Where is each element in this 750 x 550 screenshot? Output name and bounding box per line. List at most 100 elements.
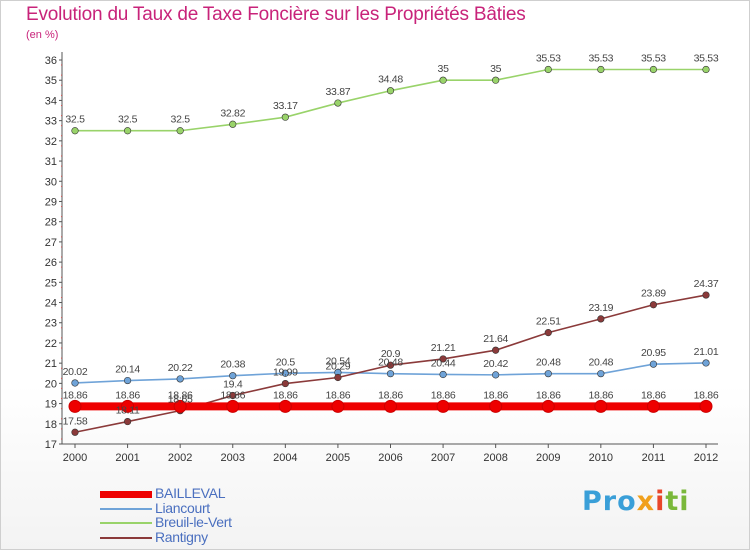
data-point bbox=[278, 399, 292, 413]
y-tick-label: 35 bbox=[45, 75, 57, 87]
data-point bbox=[492, 76, 500, 84]
data-label: 18.86 bbox=[326, 389, 351, 401]
data-label: 19.99 bbox=[273, 367, 298, 379]
data-label: 18.86 bbox=[168, 389, 193, 401]
data-label: 20.22 bbox=[168, 362, 193, 374]
data-label: 34.48 bbox=[378, 74, 403, 86]
chart-title: Evolution du Taux de Taxe Foncière sur l… bbox=[26, 4, 526, 25]
data-point bbox=[229, 391, 237, 400]
axes: 17 18 19 20 21 22 23 24 25 26 27 28 29 30 31 32 33 34 35 36… bbox=[45, 52, 718, 464]
data-point bbox=[121, 399, 135, 413]
y-tick-label: 21 bbox=[45, 358, 57, 370]
legend-label: Breuil-le-Vert bbox=[155, 514, 232, 530]
data-point bbox=[702, 359, 710, 367]
data-point bbox=[229, 120, 237, 128]
data-label: 18.86 bbox=[483, 389, 508, 401]
data-point bbox=[71, 379, 79, 387]
data-label: 21.01 bbox=[694, 346, 719, 358]
x-tick-label: 2010 bbox=[589, 452, 613, 464]
data-label: 18.86 bbox=[63, 389, 88, 401]
data-label: 20.44 bbox=[431, 357, 456, 369]
y-tick-label: 18 bbox=[45, 419, 57, 431]
data-label: 18.65 bbox=[168, 394, 193, 406]
data-point bbox=[226, 399, 240, 413]
y-tick-label: 27 bbox=[45, 237, 57, 249]
y-tick-label: 31 bbox=[45, 156, 57, 168]
data-point bbox=[386, 361, 395, 369]
data-point bbox=[386, 87, 395, 95]
data-point bbox=[594, 399, 608, 413]
y-tick-label: 28 bbox=[45, 217, 57, 229]
x-tick-label: 2008 bbox=[483, 452, 507, 464]
data-label: 18.86 bbox=[536, 389, 561, 401]
data-point bbox=[649, 360, 658, 368]
x-tick-label: 2000 bbox=[63, 452, 87, 464]
y-tick-label: 17 bbox=[45, 439, 57, 451]
x-tick-label: 2005 bbox=[326, 452, 350, 464]
data-label: 35 bbox=[490, 63, 502, 75]
data-label: 23.19 bbox=[588, 302, 613, 314]
x-tick-label: 2011 bbox=[642, 452, 666, 464]
data-point bbox=[331, 399, 345, 413]
data-point bbox=[386, 370, 395, 378]
data-label: 18.86 bbox=[220, 389, 245, 401]
data-label: 18.86 bbox=[588, 389, 613, 401]
logo-part-3: i bbox=[655, 486, 666, 517]
data-label: 32.5 bbox=[118, 114, 138, 126]
series-bailleval bbox=[68, 399, 713, 413]
data-point bbox=[492, 371, 500, 379]
labels-liancourt: 20.02 20.14 20.22 20.38 20.5 20.54 20.48 20.44 2… bbox=[63, 346, 720, 378]
x-tick-label: 2004 bbox=[273, 452, 297, 464]
data-label: 20.5 bbox=[276, 356, 296, 368]
x-tick-label: 2002 bbox=[168, 452, 192, 464]
x-tick-label: 2007 bbox=[431, 452, 455, 464]
y-tick-label: 36 bbox=[45, 55, 57, 67]
data-point bbox=[334, 99, 342, 107]
data-label: 21.64 bbox=[483, 333, 508, 345]
data-label: 32.5 bbox=[65, 114, 85, 126]
data-point bbox=[123, 376, 132, 385]
data-point bbox=[439, 355, 447, 363]
x-tick-label: 2009 bbox=[536, 452, 560, 464]
x-tick-label: 2001 bbox=[115, 452, 139, 464]
legend-label: Liancourt bbox=[155, 499, 210, 516]
data-point bbox=[123, 127, 132, 135]
labels-bailleval: 18.86 18.86 18.86 18.86 18.86 18.86 18.86 18.86… bbox=[63, 389, 720, 401]
data-label: 18.86 bbox=[115, 389, 140, 401]
data-label: 20.02 bbox=[63, 366, 88, 378]
x-tick-label: 2006 bbox=[378, 452, 402, 464]
data-label: 32.82 bbox=[220, 107, 245, 119]
data-point bbox=[173, 399, 187, 413]
data-label: 20.29 bbox=[326, 361, 351, 373]
data-label: 35.53 bbox=[694, 52, 719, 64]
data-label: 19.4 bbox=[223, 378, 243, 390]
legend-swatch bbox=[100, 536, 152, 539]
data-label: 20.48 bbox=[378, 357, 403, 369]
data-label: 35.53 bbox=[536, 52, 561, 64]
data-label: 32.5 bbox=[171, 114, 191, 126]
unit-label: (en %) bbox=[26, 29, 59, 41]
data-label: 20.38 bbox=[220, 359, 245, 371]
y-tick-label: 25 bbox=[45, 277, 57, 289]
y-tick-label: 34 bbox=[45, 95, 57, 107]
data-point bbox=[384, 399, 397, 413]
data-point bbox=[123, 417, 132, 426]
series-breuil-le-vert bbox=[71, 65, 710, 135]
data-point bbox=[176, 375, 184, 383]
data-label: 20.9 bbox=[381, 348, 401, 360]
data-point bbox=[597, 65, 605, 74]
labels-breuil-le-vert: 32.5 32.5 32.5 32.82 33.17 33.87 34.48 35 35 35.5… bbox=[65, 52, 719, 126]
data-point bbox=[71, 428, 79, 436]
data-point bbox=[649, 65, 658, 74]
data-point bbox=[544, 329, 552, 337]
x-tick-label: 2003 bbox=[221, 452, 245, 464]
data-point bbox=[699, 399, 713, 413]
data-point bbox=[702, 291, 710, 299]
data-point bbox=[281, 369, 289, 377]
y-tick-label: 29 bbox=[45, 196, 57, 208]
data-label: 20.14 bbox=[115, 364, 140, 376]
legend-label: BAILLEVAL bbox=[155, 485, 226, 501]
data-label: 20.42 bbox=[483, 358, 508, 370]
